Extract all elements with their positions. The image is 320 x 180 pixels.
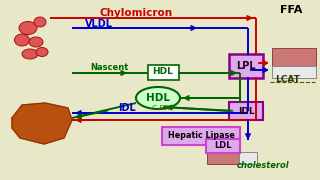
Text: LCAT: LCAT <box>275 75 300 84</box>
Ellipse shape <box>19 21 37 35</box>
Ellipse shape <box>36 48 48 57</box>
Text: FFA: FFA <box>280 5 302 15</box>
Bar <box>207 152 239 164</box>
Text: Hepatic Lipase: Hepatic Lipase <box>168 132 235 141</box>
FancyBboxPatch shape <box>229 54 263 78</box>
Ellipse shape <box>22 49 38 59</box>
Text: LDL: LDL <box>214 141 232 150</box>
Bar <box>272 48 316 66</box>
Text: VLDL: VLDL <box>85 19 113 29</box>
Ellipse shape <box>14 34 29 46</box>
Bar <box>272 66 316 78</box>
Text: IDL: IDL <box>118 103 136 113</box>
FancyBboxPatch shape <box>229 102 263 120</box>
Text: LPL: LPL <box>236 61 256 71</box>
Text: C ETP: C ETP <box>152 105 172 111</box>
FancyBboxPatch shape <box>206 139 240 153</box>
Ellipse shape <box>34 17 46 27</box>
FancyBboxPatch shape <box>148 64 179 80</box>
Text: Chylomicron: Chylomicron <box>100 8 173 18</box>
Bar <box>239 152 257 164</box>
Ellipse shape <box>136 87 180 109</box>
FancyBboxPatch shape <box>162 127 240 145</box>
Ellipse shape <box>29 37 43 47</box>
Text: Nascent: Nascent <box>90 64 128 73</box>
Text: HDL: HDL <box>146 93 170 103</box>
Text: HDL: HDL <box>153 68 173 76</box>
Text: cholesterol: cholesterol <box>237 161 290 170</box>
Polygon shape <box>12 103 72 144</box>
Text: IDL: IDL <box>238 107 254 116</box>
